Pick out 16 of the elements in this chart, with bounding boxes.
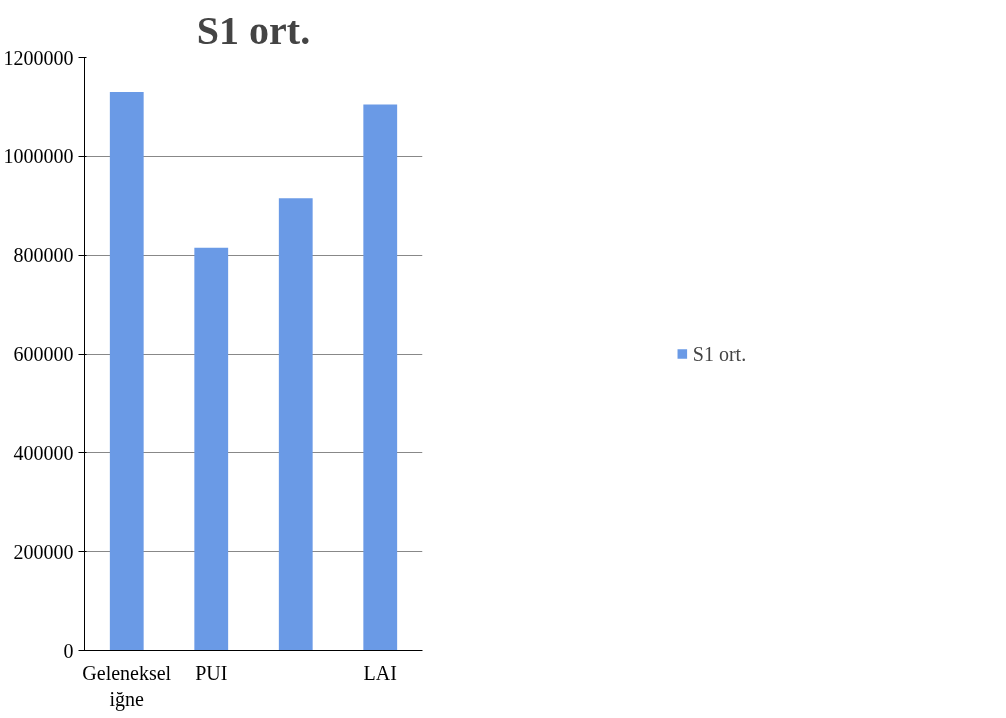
chart-title: S1 ort. bbox=[196, 7, 311, 53]
bar bbox=[109, 92, 144, 651]
y-tick-label: 1000000 bbox=[3, 145, 74, 168]
bar bbox=[363, 104, 398, 651]
y-tick-label: 800000 bbox=[13, 244, 74, 267]
y-tick-label: 1200000 bbox=[3, 46, 74, 69]
y-tick-label: 200000 bbox=[13, 540, 74, 563]
bar bbox=[194, 247, 229, 651]
y-tick-label: 0 bbox=[63, 639, 74, 662]
y-tick-label: 400000 bbox=[13, 441, 74, 464]
x-tick-label: LAI bbox=[363, 661, 397, 684]
x-tick-label: PUI bbox=[195, 661, 228, 684]
bar bbox=[278, 198, 313, 651]
y-tick-label: 600000 bbox=[13, 343, 74, 365]
x-tick-label: Geleneksel iğne bbox=[82, 661, 172, 711]
legend-label: S1 ort. bbox=[692, 342, 747, 365]
